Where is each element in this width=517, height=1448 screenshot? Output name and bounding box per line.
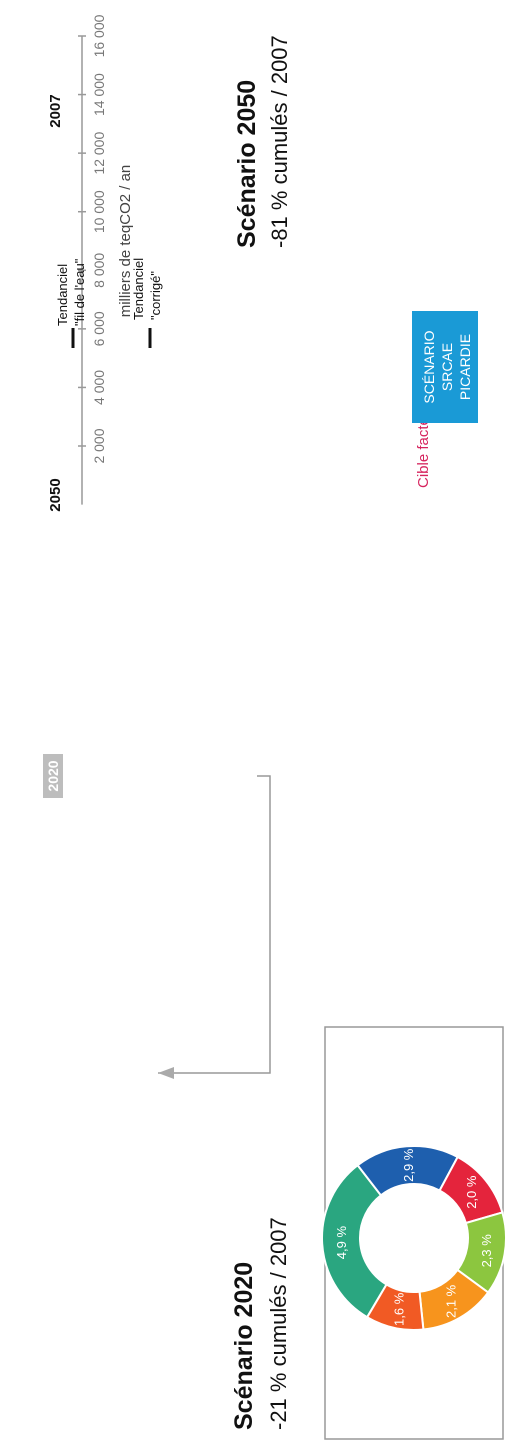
donut-slice [365, 1283, 425, 1331]
y-axis-label: milliers de teqCO2 / an [117, 165, 134, 318]
axis-tick-label: 4 000 [91, 370, 107, 405]
marker-2020-box [43, 754, 63, 798]
axis-tick-label: 6 000 [91, 311, 107, 346]
donut-slice [321, 1163, 388, 1319]
tend-fil-line2: "fil de l'eau" [72, 258, 87, 326]
axis-tick-label: 16 000 [91, 14, 107, 57]
donut-slice-label: 2,1 % [443, 1284, 458, 1318]
y-axis: 2 000 4 000 6 000 8 000 10 000 12 000 14 000 16… [78, 14, 107, 505]
srcae-line3: PICARDIE [457, 334, 473, 400]
scenario-2020-subtitle: -21 % cumulés / 2007 [266, 1217, 291, 1430]
scenario-2020-panel: Scénario 2020 4,9 % 2,9 % 2,0 % 2,3 % 2,1 % 1… [230, 1026, 507, 1440]
axis-tick-label: 10 000 [91, 190, 107, 233]
connector-arrowhead [158, 1067, 174, 1079]
axis-tick-label: 8 000 [91, 253, 107, 288]
tend-corr-line2: "corrigé" [148, 271, 163, 320]
srcae-line2: SRCAE [439, 343, 455, 391]
donut-slice-label: 4,9 % [334, 1225, 349, 1259]
srcae-line1: SCÉNARIO [421, 330, 437, 403]
connector-line [158, 775, 271, 1074]
tend-fil-line1: Tendanciel [55, 264, 70, 326]
scenario-2050-subtitle: -81 % cumulés / 2007 [267, 35, 292, 248]
srcae-box [412, 311, 478, 423]
axis-tick-label: 2 000 [91, 428, 107, 463]
x-label-2007: 2007 [47, 94, 64, 127]
tend-corr-line1: Tendanciel [131, 258, 146, 320]
scenario-2020-title: Scénario 2020 [230, 1262, 258, 1430]
donut-slice-label: 2,3 % [479, 1234, 494, 1268]
x-label-2050: 2050 [47, 478, 64, 511]
marker-2020-label: 2020 [45, 760, 61, 791]
donut-chart: 4,9 % 2,9 % 2,0 % 2,3 % 2,1 % 1,6 % [321, 1145, 507, 1331]
axis-tick-label: 12 000 [91, 132, 107, 175]
scenario-2050-title: Scénario 2050 [233, 80, 261, 248]
donut-slice-label: 1,6 % [391, 1292, 406, 1326]
axis-tick-label: 14 000 [91, 73, 107, 116]
donut-slice-label: 2,9 % [401, 1148, 416, 1182]
donut-slice-label: 2,0 % [464, 1175, 479, 1209]
